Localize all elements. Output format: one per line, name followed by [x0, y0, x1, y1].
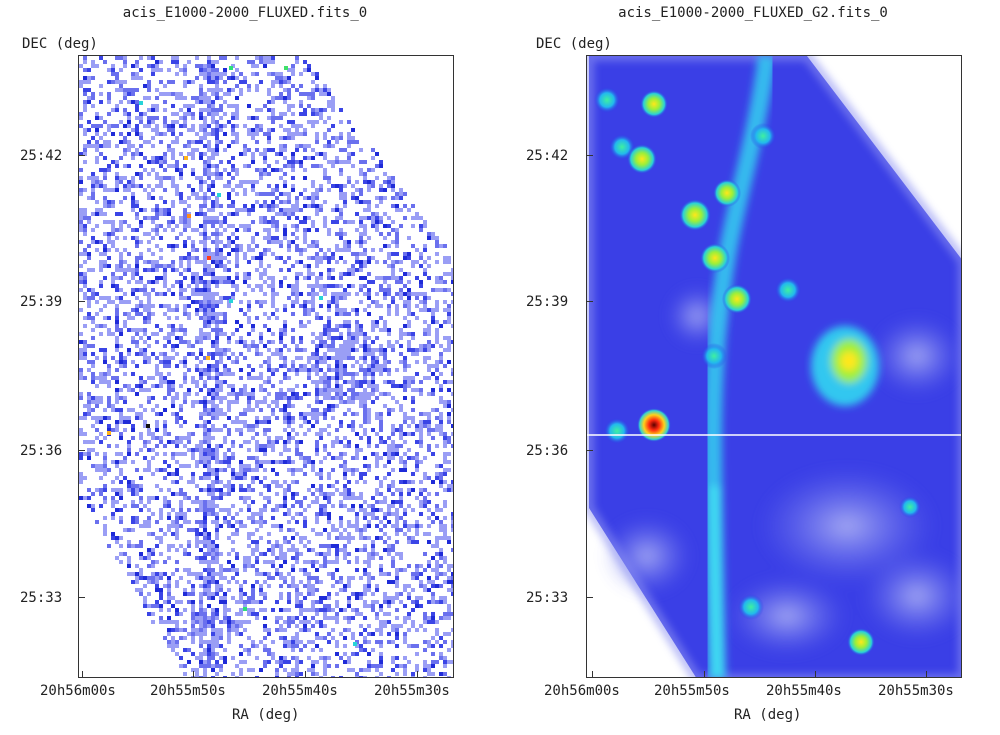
right-panel-title: acis_E1000-2000_FLUXED_G2.fits_0: [618, 5, 888, 21]
right-xtick-label: 20h55m50s: [654, 683, 730, 699]
right-image-panel: acis_E1000-2000_FLUXED_G2.fits_0 DEC (de…: [508, 0, 998, 735]
left-ra-axis-label: RA (deg): [232, 707, 300, 723]
ytick-mark: [587, 597, 593, 598]
left-ytick-label: 25:36: [20, 443, 63, 459]
left-dec-axis-label: DEC (deg): [22, 36, 98, 52]
xtick-mark: [193, 671, 194, 677]
smoothed-fluxed-image: [587, 56, 961, 677]
right-xtick-label: 20h55m30s: [878, 683, 954, 699]
right-ytick-label: 25:39: [526, 294, 569, 310]
left-panel-title: acis_E1000-2000_FLUXED.fits_0: [122, 5, 368, 21]
xtick-mark: [82, 671, 83, 677]
right-xtick-label: 20h55m40s: [766, 683, 842, 699]
left-xtick-label: 20h55m30s: [374, 683, 450, 699]
xtick-mark: [592, 671, 593, 677]
xtick-mark: [305, 671, 306, 677]
left-ytick-label: 25:33: [20, 590, 63, 606]
xtick-mark: [815, 671, 816, 677]
xtick-mark: [926, 671, 927, 677]
right-dec-axis-label: DEC (deg): [536, 36, 612, 52]
xtick-mark: [417, 671, 418, 677]
left-xtick-label: 20h55m50s: [150, 683, 226, 699]
ytick-mark: [587, 301, 593, 302]
right-smoothed-image[interactable]: [586, 55, 962, 678]
ytick-mark: [79, 301, 85, 302]
right-xtick-label: 20h56m00s: [544, 683, 620, 699]
left-xtick-label: 20h56m00s: [40, 683, 116, 699]
right-ytick-label: 25:33: [526, 590, 569, 606]
right-ytick-label: 25:42: [526, 148, 569, 164]
ytick-mark: [79, 450, 85, 451]
left-image-panel: acis_E1000-2000_FLUXED.fits_0 DEC (deg) …: [0, 0, 490, 735]
ytick-mark: [587, 450, 593, 451]
left-ytick-label: 25:39: [20, 294, 63, 310]
right-ytick-label: 25:36: [526, 443, 569, 459]
left-ytick-label: 25:42: [20, 148, 63, 164]
xtick-mark: [704, 671, 705, 677]
left-raw-image[interactable]: [78, 55, 454, 678]
ytick-mark: [79, 597, 85, 598]
left-xtick-label: 20h55m40s: [262, 683, 338, 699]
ytick-mark: [79, 155, 85, 156]
ytick-mark: [587, 155, 593, 156]
raw-fluxed-image: [79, 56, 453, 677]
right-ra-axis-label: RA (deg): [734, 707, 802, 723]
